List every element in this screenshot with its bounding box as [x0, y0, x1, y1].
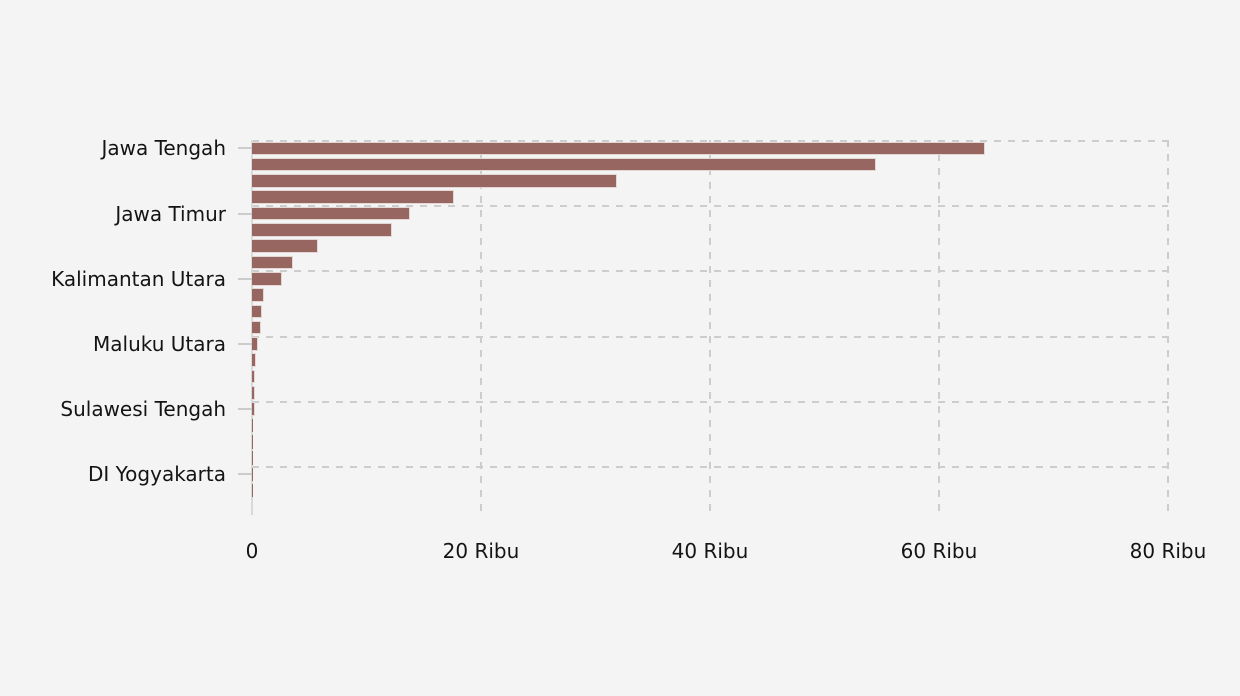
bar-1 — [252, 157, 877, 172]
bar-2 — [252, 174, 618, 188]
plot-area — [238, 140, 1169, 515]
bar-11 — [252, 320, 261, 335]
y-tick-label: Sulawesi Tengah — [60, 397, 226, 422]
y-tick-label: Maluku Utara — [93, 331, 226, 356]
bar-0 — [252, 141, 985, 156]
bar-6 — [252, 239, 319, 253]
gridline-x-80 — [1167, 140, 1169, 515]
bar-9 — [252, 288, 265, 302]
x-tick-label: 0 — [245, 539, 259, 563]
bar-3 — [252, 190, 454, 204]
x-tick-label: 40 Ribu — [671, 539, 749, 563]
bar-14 — [252, 369, 256, 384]
bar-5 — [252, 223, 392, 237]
bar-7 — [252, 255, 294, 270]
bar-12 — [252, 337, 259, 351]
gridline-x-60 — [938, 140, 940, 515]
gridline-x-20 — [480, 140, 482, 515]
y-tick — [238, 473, 252, 476]
y-tick — [238, 342, 252, 345]
y-tick-label: Kalimantan Utara — [51, 266, 226, 291]
x-tick-label: 80 Ribu — [1129, 539, 1207, 563]
y-tick — [238, 277, 252, 280]
y-tick — [238, 408, 252, 411]
x-tick-label: 20 Ribu — [442, 539, 520, 563]
y-tick — [238, 212, 252, 215]
bar-4 — [252, 206, 410, 221]
bar-18 — [252, 434, 253, 449]
x-tick-label: 60 Ribu — [900, 539, 978, 563]
bar-17 — [252, 418, 253, 433]
y-tick — [238, 147, 252, 150]
y-tick-label: Jawa Tengah — [101, 136, 226, 161]
y-tick-label: Jawa Timur — [115, 201, 226, 226]
bar-8 — [252, 271, 282, 286]
bar-16 — [252, 402, 255, 416]
bar-13 — [252, 353, 256, 368]
y-tick-label: DI Yogyakarta — [87, 462, 226, 487]
bar-10 — [252, 304, 263, 319]
bar-15 — [252, 386, 256, 400]
gridline-x-40 — [709, 140, 711, 515]
